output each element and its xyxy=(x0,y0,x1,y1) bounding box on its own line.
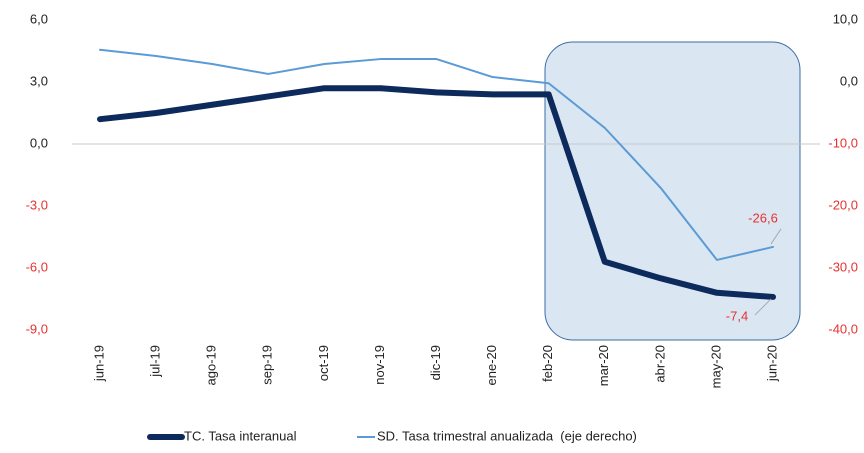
x-tick-label: jul-19 xyxy=(148,345,163,378)
x-tick-label: mar-20 xyxy=(596,345,611,386)
y-tick-label: -3,0 xyxy=(26,197,48,212)
series-line xyxy=(99,48,774,261)
leader-line xyxy=(770,228,782,245)
y-tick-label: 3,0 xyxy=(30,73,48,88)
y-tick-label: -9,0 xyxy=(26,321,48,336)
y-tick-label: 6,0 xyxy=(30,11,48,26)
data-label: -7,4 xyxy=(726,308,748,323)
legend-label: TC. Tasa interanual xyxy=(184,428,297,443)
y2-tick-label: -20,0 xyxy=(828,197,858,212)
y2-tick-label: -40,0 xyxy=(828,321,858,336)
y2-tick-label: -30,0 xyxy=(828,259,858,274)
leader-line xyxy=(754,298,772,316)
series-line xyxy=(97,85,776,300)
x-tick-label: dic-19 xyxy=(428,345,443,380)
legend-label: SD. Tasa trimestral anualizada (eje dere… xyxy=(377,428,637,443)
y-tick-label: 0,0 xyxy=(30,135,48,150)
x-tick-label: ago-19 xyxy=(204,345,219,385)
x-tick-label: may-20 xyxy=(708,345,723,388)
data-label: -26,6 xyxy=(748,210,778,225)
x-tick-label: jun-20 xyxy=(764,345,779,382)
x-tick-label: feb-20 xyxy=(540,345,555,382)
x-tick-label: oct-19 xyxy=(316,345,331,381)
y2-tick-label: 0,0 xyxy=(840,73,858,88)
x-tick-label: ene-20 xyxy=(484,345,499,385)
x-tick-label: abr-20 xyxy=(652,345,667,383)
x-tick-label: sep-19 xyxy=(260,345,275,385)
y2-tick-label: 10,0 xyxy=(833,11,858,26)
y-tick-label: -6,0 xyxy=(26,259,48,274)
x-tick-label: jun-19 xyxy=(91,345,106,382)
x-tick-label: nov-19 xyxy=(372,345,387,385)
y2-tick-label: -10,0 xyxy=(828,135,858,150)
